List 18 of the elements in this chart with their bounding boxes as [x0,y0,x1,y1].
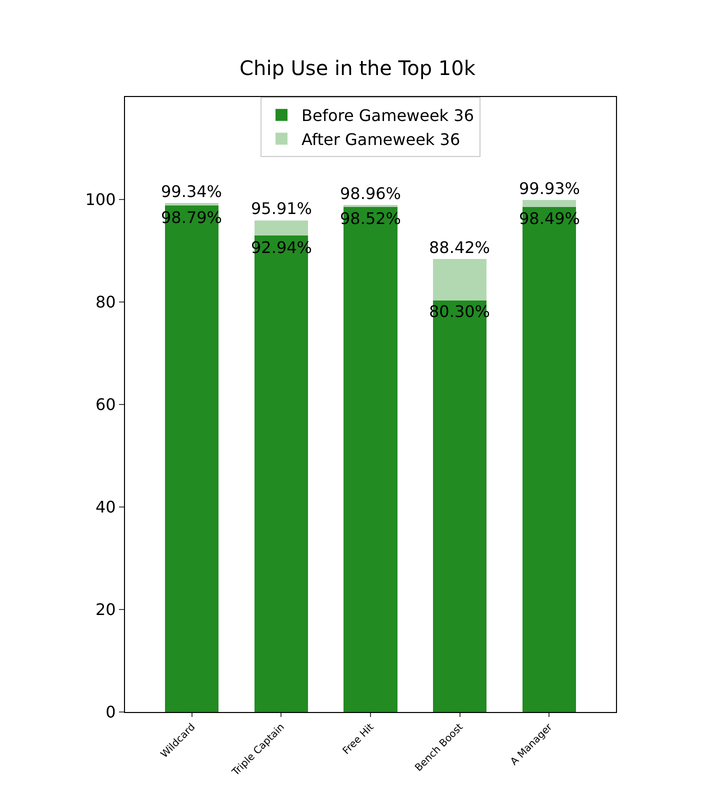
total-label: 99.34% [161,182,222,201]
total-label: 88.42% [429,238,490,257]
y-tick-label: 80 [95,292,116,312]
total-label: 99.93% [519,179,580,198]
y-tick-label: 0 [106,702,116,722]
y-tick-label: 100 [85,190,116,210]
y-tick-label: 40 [95,498,116,517]
y-tick-label: 20 [95,600,116,620]
legend-label: After Gameweek 36 [302,130,460,149]
x-tick-label: Free Hit [341,722,376,757]
bar [432,258,487,300]
legend-label: Before Gameweek 36 [302,106,474,126]
bar [522,200,576,208]
total-label: 98.96% [340,184,402,203]
y-tick-label: 60 [95,395,116,414]
chart-title: Chip Use in the Top 10k [240,56,476,80]
bar [254,220,308,236]
total-label: 95.91% [251,199,312,218]
